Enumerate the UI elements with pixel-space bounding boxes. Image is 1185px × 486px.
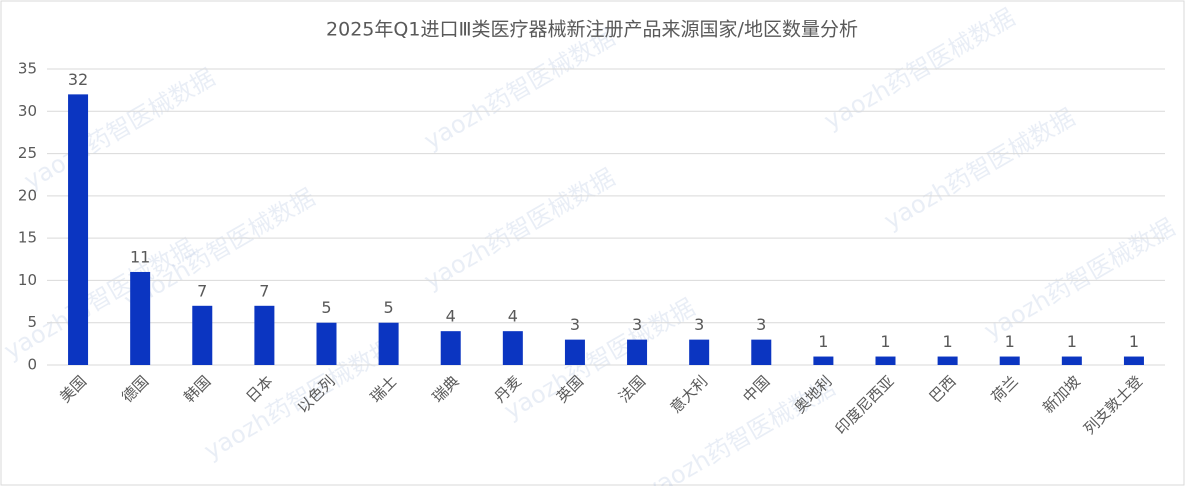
bar [1123, 356, 1144, 365]
bar [378, 322, 399, 365]
y-tick-label: 20 [18, 186, 37, 204]
data-label: 1 [818, 332, 828, 351]
bar [689, 339, 710, 365]
bar [627, 339, 648, 365]
bar [130, 271, 151, 365]
data-label: 7 [197, 281, 207, 300]
y-tick-label: 10 [18, 271, 37, 289]
data-label: 4 [508, 307, 518, 326]
bar [254, 305, 275, 365]
bar [999, 356, 1020, 365]
data-label: 1 [943, 332, 953, 351]
data-label: 5 [321, 298, 331, 317]
data-label: 1 [1005, 332, 1015, 351]
bar [564, 339, 585, 365]
bar [1061, 356, 1082, 365]
data-label: 3 [756, 315, 766, 334]
bar [316, 322, 337, 365]
y-tick-label: 5 [27, 313, 37, 331]
chart-title: 2025年Q1进口Ⅲ类医疗器械新注册产品来源国家/地区数量分析 [326, 19, 858, 41]
data-label: 5 [384, 298, 394, 317]
y-tick-label: 0 [27, 356, 37, 374]
data-label: 32 [68, 70, 88, 89]
bar [68, 94, 89, 365]
bar [192, 305, 213, 365]
data-label: 3 [694, 315, 704, 334]
bar [751, 339, 772, 365]
data-label: 7 [259, 281, 269, 300]
y-tick-label: 35 [18, 60, 37, 78]
bar [440, 331, 461, 365]
data-label: 3 [570, 315, 580, 334]
y-tick-label: 25 [18, 144, 37, 162]
data-label: 4 [446, 307, 456, 326]
bar [813, 356, 834, 365]
data-label: 1 [1129, 332, 1139, 351]
bar [875, 356, 896, 365]
y-tick-label: 15 [18, 229, 37, 247]
data-label: 1 [1067, 332, 1077, 351]
bar [502, 331, 523, 365]
data-label: 1 [880, 332, 890, 351]
y-tick-label: 30 [18, 102, 37, 120]
bar [937, 356, 958, 365]
data-label: 3 [632, 315, 642, 334]
data-label: 11 [130, 247, 150, 266]
